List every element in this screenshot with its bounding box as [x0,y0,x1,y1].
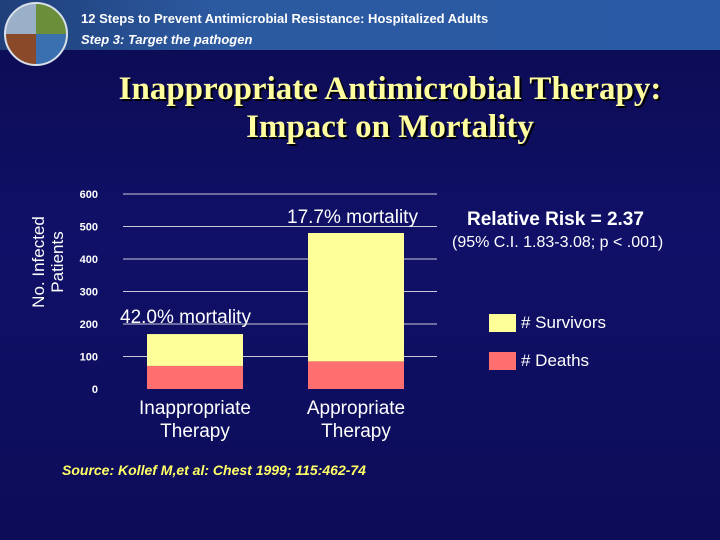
slide-title-line2: Impact on Mortality [246,109,534,145]
slide-title: Inappropriate Antimicrobial Therapy: Imp… [0,70,720,146]
confidence-interval-annotation: (95% C.I. 1.83-3.08; p < .001) [452,234,663,251]
x-category-label-line2: Therapy [321,421,391,442]
y-tick-label: 100 [80,352,98,364]
y-tick-label: 400 [80,254,98,266]
slide-title-line1: Inappropriate Antimicrobial Therapy: [118,71,662,107]
y-tick-label: 600 [80,189,98,201]
mortality-annotation-inappropriate: 42.0% mortality [120,307,251,328]
y-tick-label: 300 [80,287,98,299]
y-axis-label-line2: Patients [48,231,67,292]
bar-survivors-appropriate [308,233,404,362]
bar-deaths-appropriate [308,361,404,389]
legend-label-survivors: # Survivors [521,313,606,332]
header-band [0,0,720,50]
y-tick-label: 200 [80,319,98,331]
x-category-label-line2: Therapy [160,421,230,442]
legend-label-deaths: # Deaths [521,351,589,370]
bar-deaths-inappropriate [147,365,243,389]
legend-swatch-deaths [489,352,516,370]
bar-survivors-inappropriate [147,334,243,366]
mortality-annotation-appropriate: 17.7% mortality [287,207,418,228]
relative-risk-annotation: Relative Risk = 2.37 [467,209,644,230]
y-tick-label: 500 [80,222,98,234]
header-title: 12 Steps to Prevent Antimicrobial Resist… [81,11,489,26]
x-category-label-line1: Appropriate [307,398,405,419]
source-citation: Source: Kollef M,et al: Chest 1999; 115:… [62,462,366,478]
header-subtitle: Step 3: Target the pathogen [81,32,253,47]
program-logo [4,2,68,66]
x-category-label-line1: Inappropriate [139,398,251,419]
y-axis-label-line1: No. Infected [29,216,48,308]
legend-swatch-survivors [489,314,516,332]
y-tick-label: 0 [92,384,98,396]
